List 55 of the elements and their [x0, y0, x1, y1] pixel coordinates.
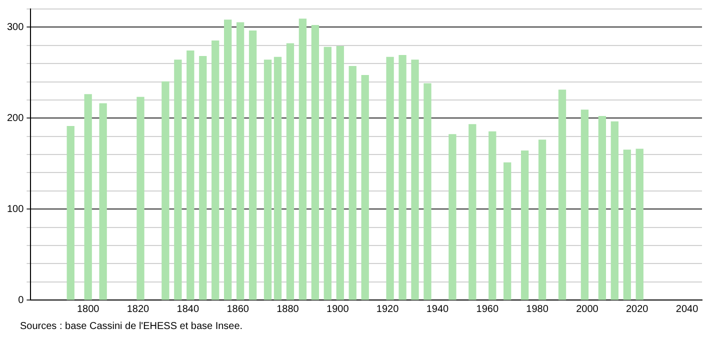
- bar: [298, 18, 307, 300]
- bar: [580, 110, 589, 300]
- y-tick-label: 300: [6, 22, 24, 33]
- x-tick-label: 1980: [526, 304, 549, 315]
- source-note: Sources : base Cassini de l'EHESS et base Insee.: [20, 321, 243, 332]
- bar: [488, 131, 496, 300]
- bar: [386, 56, 394, 300]
- x-tick-label: 2000: [576, 304, 599, 315]
- y-tick-label: 0: [18, 294, 24, 306]
- bar: [538, 140, 546, 300]
- bar: [66, 126, 74, 300]
- x-tick-label: 1820: [126, 304, 150, 315]
- x-tick-label: 1960: [476, 304, 499, 315]
- x-tick-label: 1940: [426, 304, 450, 315]
- y-tick-label: 200: [6, 112, 24, 124]
- bar: [274, 56, 282, 300]
- bar: [286, 43, 294, 300]
- y-tick-label: 100: [6, 204, 24, 215]
- x-tick-label: 1900: [326, 304, 350, 315]
- bar: [174, 60, 182, 300]
- bar: [361, 75, 369, 300]
- bar: [610, 121, 618, 300]
- x-tick-label: 2020: [626, 304, 649, 315]
- bar: [598, 116, 606, 300]
- bar: [311, 25, 320, 300]
- bar: [324, 46, 332, 300]
- bar: [636, 148, 644, 300]
- bar: [224, 20, 232, 300]
- bar: [248, 30, 257, 300]
- x-tick-label: 1880: [276, 304, 300, 315]
- bar: [558, 90, 566, 300]
- bar: [236, 22, 244, 300]
- bar: [99, 103, 107, 300]
- bar: [199, 56, 207, 300]
- bar: [623, 150, 631, 300]
- bar: [468, 124, 476, 300]
- bar: [504, 162, 512, 300]
- bar: [186, 50, 194, 300]
- bar: [336, 46, 344, 300]
- bar: [520, 150, 529, 300]
- bar: [212, 40, 220, 300]
- bar: [398, 55, 406, 300]
- bar: [348, 66, 356, 300]
- x-tick-label: 2040: [676, 304, 699, 315]
- bar: [264, 60, 272, 300]
- x-tick-label: 1840: [176, 304, 200, 315]
- bar: [84, 94, 92, 300]
- bar: [424, 83, 432, 300]
- x-tick-label: 1800: [76, 304, 100, 315]
- bar: [448, 134, 456, 300]
- bar: [411, 60, 419, 300]
- bar: [136, 96, 144, 300]
- bar: [162, 81, 170, 300]
- x-tick-label: 1920: [376, 304, 400, 315]
- x-tick-label: 1860: [226, 304, 250, 315]
